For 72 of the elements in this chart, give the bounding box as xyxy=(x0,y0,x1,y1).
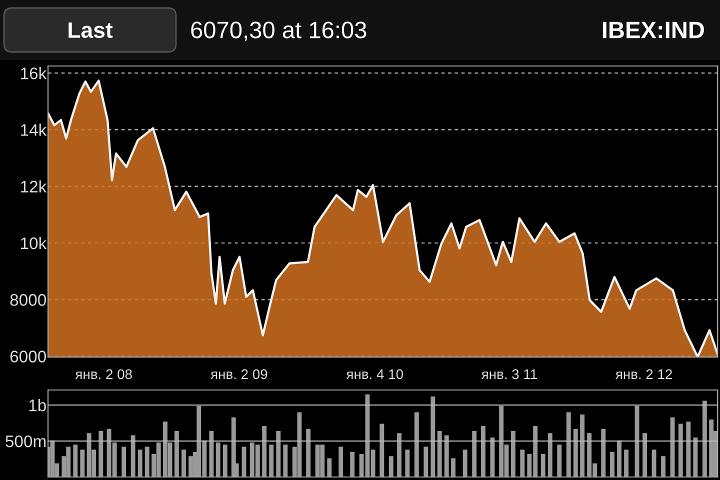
bar xyxy=(73,444,78,477)
bar xyxy=(573,428,578,477)
bar xyxy=(144,446,150,477)
bar xyxy=(122,446,126,477)
bar xyxy=(601,428,606,477)
bar xyxy=(557,444,562,477)
bar xyxy=(276,430,281,477)
bar xyxy=(678,424,683,477)
x-tick-label: янв. 2 12 xyxy=(616,369,672,379)
bar xyxy=(617,440,622,477)
bar xyxy=(480,426,486,477)
bar xyxy=(188,456,193,477)
bar xyxy=(610,452,614,477)
x-tick-label: янв. 2 09 xyxy=(210,369,268,380)
bar xyxy=(548,433,552,477)
bar xyxy=(327,458,332,477)
x-tick-label: янв. 3 11 xyxy=(481,369,537,380)
bar xyxy=(566,412,571,477)
bar xyxy=(138,450,142,477)
bar xyxy=(490,437,495,477)
y-tick-label: 6000 xyxy=(10,350,46,362)
bar xyxy=(520,450,525,477)
y-tick-label: 1b xyxy=(29,399,46,412)
bar xyxy=(216,442,220,477)
y-tick-label: 500m xyxy=(6,435,46,448)
bar xyxy=(174,430,179,477)
text: Last xyxy=(68,22,113,38)
bar xyxy=(462,450,468,477)
bar xyxy=(709,419,714,477)
bar xyxy=(182,450,186,477)
bar xyxy=(642,433,648,477)
y-tick-label: 10k xyxy=(21,236,47,250)
bar xyxy=(209,430,214,477)
bar xyxy=(693,437,698,477)
bar xyxy=(686,422,691,477)
bar xyxy=(405,450,410,477)
bar xyxy=(350,452,355,477)
bar xyxy=(388,456,394,477)
bar xyxy=(624,450,629,477)
bar xyxy=(472,430,477,477)
y-tick-label: 14k xyxy=(21,124,47,136)
bar xyxy=(269,444,274,477)
bar xyxy=(98,430,104,477)
bar xyxy=(231,417,236,477)
bar xyxy=(80,450,85,477)
bar xyxy=(414,412,419,477)
y-tick-label: 16k xyxy=(21,67,47,80)
bar xyxy=(50,440,55,477)
chart-subtitle: 6070,30 at 16:03 xyxy=(191,22,366,42)
bar xyxy=(306,428,311,477)
bar xyxy=(437,430,442,477)
x-tick-label: янв. 4 10 xyxy=(346,369,403,380)
y-tick-label: 8000 xyxy=(10,294,46,306)
y-tick-label: 12k xyxy=(21,180,47,192)
bar xyxy=(397,433,402,477)
bar xyxy=(702,400,707,477)
bar xyxy=(580,414,585,477)
bar xyxy=(222,444,228,477)
bar xyxy=(380,424,384,477)
bar xyxy=(338,446,344,477)
bar xyxy=(451,458,456,477)
bar xyxy=(424,446,428,477)
bar xyxy=(130,435,136,477)
bar xyxy=(262,426,267,477)
bar xyxy=(283,444,288,477)
bar xyxy=(510,430,516,477)
x-tick-label: янв. 2 08 xyxy=(75,369,132,380)
bar xyxy=(661,456,666,477)
bar xyxy=(540,454,546,477)
bar xyxy=(444,435,449,477)
chart-title: IBEX:IND xyxy=(602,22,704,38)
bar xyxy=(430,396,436,477)
